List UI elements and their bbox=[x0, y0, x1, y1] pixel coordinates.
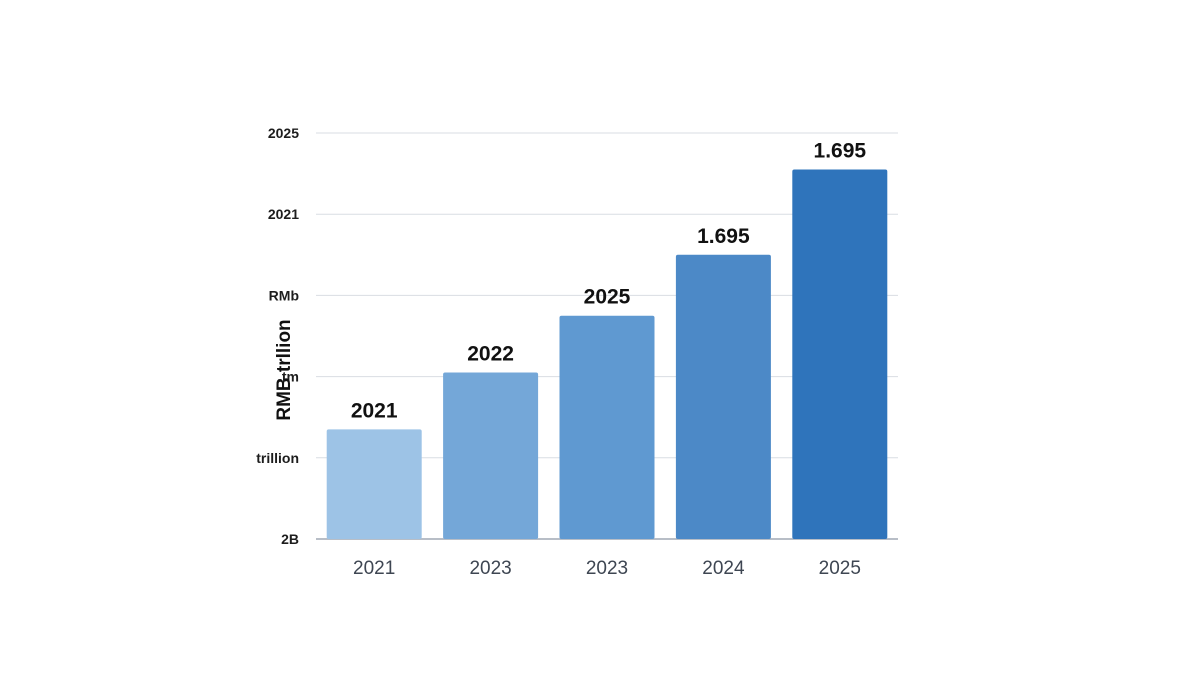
bar bbox=[559, 315, 655, 539]
x-tick-label: 2024 bbox=[702, 558, 745, 579]
bar bbox=[675, 254, 771, 540]
y-tick-label: tm bbox=[282, 369, 299, 385]
y-tick-label: trillion bbox=[256, 450, 299, 466]
label-layer: 2B trillion tm RMb 2021 2025 2021 2021 2022 2023 2… bbox=[256, 125, 866, 579]
y-tick-label: RMb bbox=[269, 287, 299, 303]
y-tick-label: 2B bbox=[281, 531, 299, 547]
y-tick-label: 2021 bbox=[268, 206, 299, 222]
bar bbox=[443, 372, 539, 539]
data-label: 2021 bbox=[351, 399, 398, 422]
y-tick-label: 2025 bbox=[268, 125, 299, 141]
bar bbox=[792, 169, 888, 540]
x-tick-label: 2025 bbox=[819, 558, 861, 579]
x-tick-label: 2023 bbox=[469, 558, 511, 579]
data-label: 2025 bbox=[584, 286, 631, 309]
bar bbox=[326, 429, 422, 539]
data-label: 1.695 bbox=[814, 140, 867, 163]
data-label: 2022 bbox=[467, 343, 514, 366]
bar-layer bbox=[326, 169, 888, 540]
data-label: 1.695 bbox=[697, 225, 750, 248]
y-axis-label: RMB trllion bbox=[274, 319, 295, 420]
x-tick-label: 2021 bbox=[353, 558, 395, 579]
x-tick-label: 2023 bbox=[586, 558, 628, 579]
